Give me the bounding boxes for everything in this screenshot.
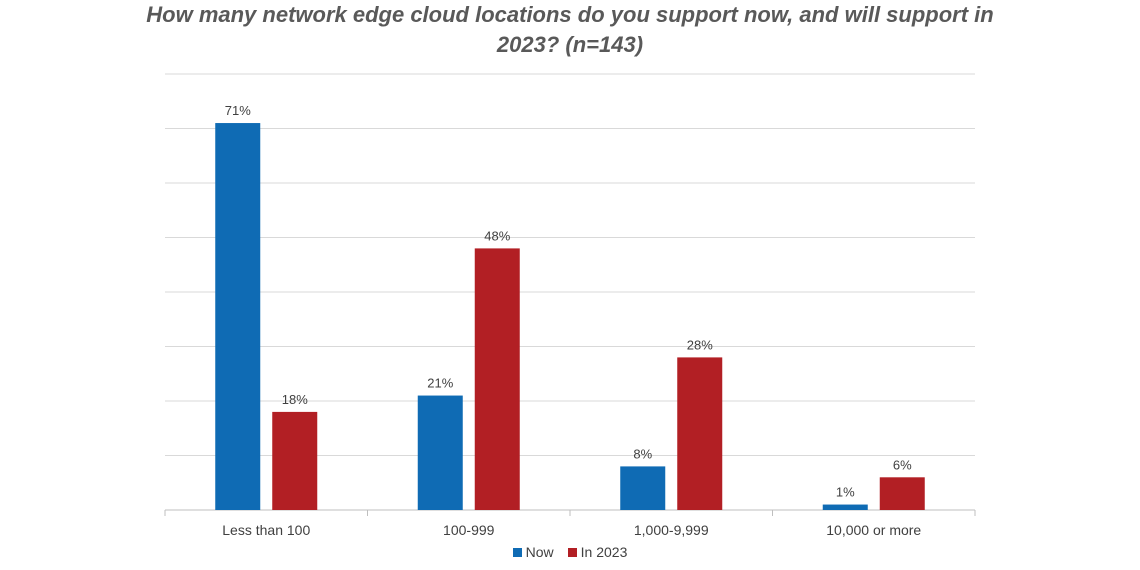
data-label-now: 1% <box>836 485 855 500</box>
bar-in-2023 <box>272 411 318 510</box>
legend-item-now: Now <box>512 543 554 561</box>
bar-now <box>417 395 463 510</box>
x-tick-label: 100-999 <box>443 522 495 538</box>
x-tick-label: 1,000-9,999 <box>634 522 709 538</box>
legend-swatch-now <box>512 547 522 557</box>
bar-in-2023 <box>879 477 925 510</box>
legend-label-in-2023: In 2023 <box>580 544 628 560</box>
bar-now <box>620 466 666 510</box>
data-label-now: 21% <box>427 376 453 391</box>
bar-now <box>822 504 868 510</box>
data-label-now: 71% <box>225 103 251 118</box>
legend: Now In 2023 <box>0 543 1140 561</box>
data-label-in-2023: 18% <box>282 392 308 407</box>
x-tick-label: Less than 100 <box>222 522 310 538</box>
legend-label-now: Now <box>525 544 554 560</box>
data-label-now: 8% <box>633 446 652 461</box>
x-tick-label: 10,000 or more <box>826 522 921 538</box>
bar-now <box>215 123 261 511</box>
data-label-in-2023: 6% <box>893 457 912 472</box>
chart-title: How many network edge cloud locations do… <box>146 2 994 57</box>
data-label-in-2023: 28% <box>687 337 713 352</box>
legend-item-in-2023: In 2023 <box>567 543 628 561</box>
legend-swatch-in-2023 <box>567 547 577 557</box>
data-label-in-2023: 48% <box>484 228 510 243</box>
bar-in-2023 <box>677 357 723 510</box>
bar-in-2023 <box>474 248 520 510</box>
